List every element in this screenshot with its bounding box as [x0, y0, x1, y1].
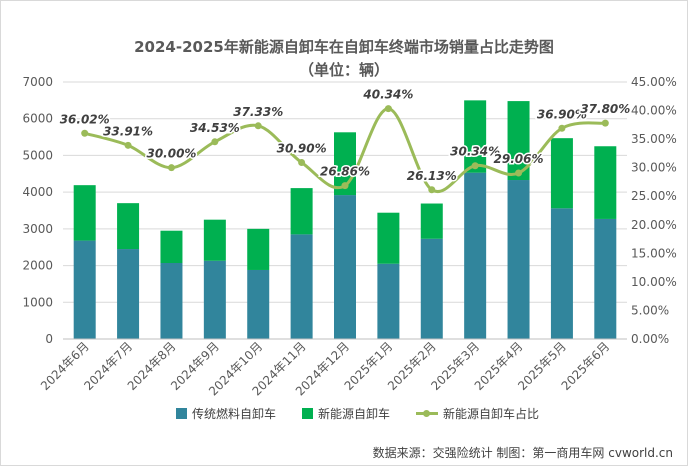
y-right-tick-label: 25.00% — [631, 189, 677, 203]
y-right-tick-label: 35.00% — [631, 132, 677, 146]
share-data-label: 26.13% — [407, 169, 457, 183]
y-right-tick-label: 0.00% — [631, 332, 669, 346]
bar-nev — [594, 146, 617, 219]
chart-legend: 传统燃料自卸车 新能源自卸车 新能源自卸车占比 — [176, 405, 539, 422]
y-left-tick-label: 7000 — [22, 75, 53, 89]
bar-fuel — [377, 263, 400, 339]
bar-nev — [290, 188, 313, 235]
y-left-tick-label: 2000 — [22, 259, 53, 273]
share-point — [515, 169, 523, 177]
bar-nev — [464, 100, 487, 173]
share-point — [471, 162, 479, 170]
share-data-label: 34.53% — [190, 121, 240, 135]
y-left-tick-label: 0 — [45, 332, 53, 346]
share-point — [428, 186, 436, 194]
bar-fuel — [464, 172, 487, 339]
legend-item-fuel: 传统燃料自卸车 — [176, 405, 276, 422]
share-point — [341, 182, 349, 190]
legend-item-nev: 新能源自卸车 — [302, 405, 390, 422]
share-point — [167, 164, 175, 172]
bar-fuel — [290, 234, 313, 339]
chart-title: 2024-2025年新能源自卸车在自卸车终端市场销量占比走势图 — [134, 38, 554, 56]
share-point — [81, 129, 89, 137]
bar-fuel — [247, 269, 270, 339]
bar-fuel — [73, 240, 96, 339]
bar-fuel — [550, 208, 573, 339]
chart-subtitle: （单位：辆） — [298, 61, 389, 79]
y-right-tick-label: 40.00% — [631, 104, 677, 118]
share-data-label: 37.80% — [580, 102, 630, 116]
share-data-label: 36.02% — [60, 112, 110, 126]
y-left-tick-label: 3000 — [22, 222, 53, 236]
bar-fuel — [160, 263, 183, 339]
bar-nev — [160, 230, 183, 264]
share-data-label: 40.34% — [362, 88, 413, 102]
y-left-tick-label: 1000 — [22, 295, 53, 309]
share-point — [211, 138, 219, 146]
legend-swatch-fuel — [176, 408, 187, 419]
share-data-label: 30.00% — [146, 147, 196, 161]
share-data-label: 30.34% — [450, 145, 500, 159]
bar-fuel — [334, 195, 356, 339]
y-right-tick-label: 5.00% — [631, 303, 669, 317]
legend-label-nev: 新能源自卸车 — [318, 407, 391, 421]
bar-fuel — [117, 249, 140, 339]
bar-fuel — [203, 260, 226, 339]
share-data-label: 36.90% — [537, 107, 587, 121]
legend-label-fuel: 传统燃料自卸车 — [192, 407, 277, 421]
bar-fuel — [420, 238, 443, 339]
y-right-tick-label: 10.00% — [631, 275, 677, 289]
bar-nev — [550, 138, 573, 209]
legend-swatch-share — [416, 408, 439, 419]
share-data-label: 37.33% — [233, 105, 283, 119]
share-point — [254, 122, 262, 130]
legend-swatch-nev — [302, 408, 314, 419]
y-right-tick-label: 15.00% — [631, 246, 677, 260]
bar-nev — [507, 101, 530, 181]
share-data-label: 33.91% — [103, 124, 153, 138]
legend-item-share: 新能源自卸车占比 — [416, 405, 539, 422]
share-point — [601, 119, 609, 127]
share-data-label: 26.86% — [320, 165, 370, 179]
share-data-label: 30.90% — [277, 142, 327, 156]
y-right-tick-label: 20.00% — [631, 218, 677, 232]
share-point — [384, 105, 392, 113]
y-right-tick-label: 30.00% — [631, 161, 677, 175]
data-source-note: 数据来源：交强险统计 制图：第一商用车网 cvworld.cn — [372, 446, 673, 460]
bar-fuel — [507, 180, 530, 339]
y-left-tick-label: 6000 — [22, 112, 53, 126]
bar-nev — [117, 203, 140, 250]
share-data-label: 29.06% — [494, 152, 544, 166]
bar-nev — [203, 219, 226, 261]
share-point — [298, 159, 306, 167]
share-point — [124, 141, 132, 149]
legend-label-share: 新能源自卸车占比 — [443, 407, 540, 421]
bar-nev — [73, 185, 96, 241]
bar-nev — [247, 228, 270, 270]
bar-nev — [420, 203, 443, 239]
bar-fuel — [594, 218, 617, 339]
share-point — [558, 124, 566, 132]
y-right-tick-label: 45.00% — [631, 75, 677, 89]
y-left-tick-label: 5000 — [22, 148, 53, 162]
y-left-tick-label: 4000 — [22, 185, 53, 199]
bar-nev — [377, 212, 400, 264]
